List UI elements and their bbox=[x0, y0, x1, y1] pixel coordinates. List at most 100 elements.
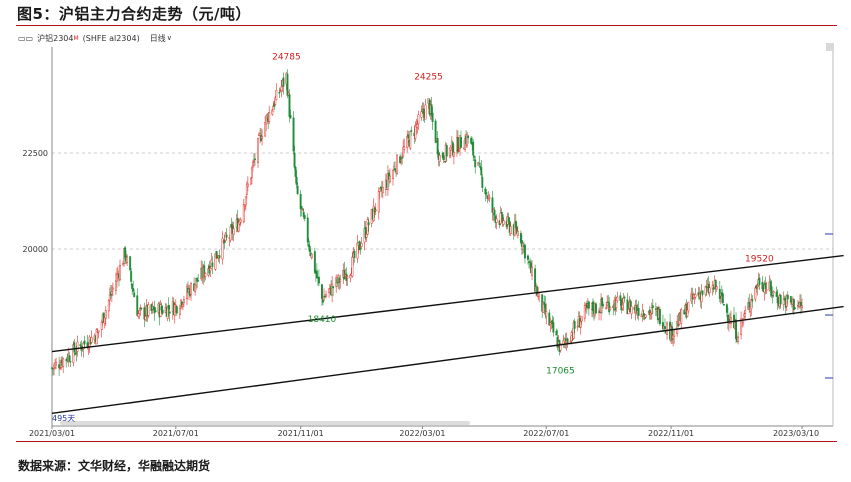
candle bbox=[265, 114, 268, 131]
candle-body bbox=[287, 93, 290, 96]
candle-body bbox=[569, 341, 572, 343]
candle-body bbox=[313, 251, 316, 273]
candle bbox=[249, 177, 252, 186]
candle-body bbox=[481, 177, 484, 188]
candle bbox=[173, 302, 176, 324]
candle-body bbox=[265, 115, 268, 125]
candle bbox=[744, 305, 747, 320]
candle-body bbox=[321, 284, 323, 299]
candle bbox=[545, 303, 548, 325]
data-source: 数据来源：文华财经，华融融达期货 bbox=[18, 459, 211, 473]
candle-body bbox=[401, 157, 404, 159]
candle-body bbox=[442, 155, 445, 160]
candle-body bbox=[168, 311, 171, 314]
candle bbox=[69, 355, 72, 367]
candle bbox=[472, 138, 475, 162]
candle bbox=[325, 290, 327, 298]
candle bbox=[605, 301, 608, 310]
candle-body bbox=[480, 167, 483, 176]
candle bbox=[323, 288, 325, 301]
candle bbox=[116, 267, 118, 288]
candle bbox=[608, 296, 611, 316]
candle-body bbox=[452, 151, 455, 157]
candle-body bbox=[671, 326, 674, 341]
candle bbox=[680, 307, 683, 330]
candle-body bbox=[237, 222, 240, 232]
candle-body bbox=[72, 344, 75, 363]
candle-body bbox=[295, 176, 298, 185]
candle bbox=[372, 198, 375, 222]
candle-body bbox=[570, 332, 573, 341]
candle-body bbox=[116, 274, 118, 282]
candle bbox=[758, 273, 761, 291]
candle bbox=[786, 291, 789, 305]
candle bbox=[331, 276, 334, 303]
candle-body bbox=[110, 291, 113, 295]
candle-body bbox=[161, 309, 164, 314]
candle-body bbox=[229, 226, 232, 241]
candle-body bbox=[478, 163, 481, 165]
candle-body bbox=[627, 309, 630, 315]
candlestick-icon[interactable]: ▭▭ bbox=[18, 33, 34, 43]
candle-body bbox=[551, 319, 554, 325]
candle bbox=[754, 286, 757, 302]
candle-body bbox=[147, 304, 150, 316]
candle bbox=[144, 313, 147, 322]
candle bbox=[237, 219, 240, 233]
symbol-label[interactable]: 沪铝2304 bbox=[37, 33, 74, 43]
candle bbox=[138, 308, 141, 320]
candle-body bbox=[725, 304, 728, 313]
candle-body bbox=[249, 177, 252, 185]
candle bbox=[580, 316, 583, 325]
candle-body bbox=[107, 299, 110, 312]
candle bbox=[697, 286, 700, 300]
candle-body bbox=[178, 308, 181, 315]
candle bbox=[552, 316, 555, 337]
candle bbox=[521, 242, 524, 255]
candle-body bbox=[644, 314, 647, 318]
candle-body bbox=[331, 283, 334, 296]
candle bbox=[335, 274, 338, 293]
candle bbox=[180, 300, 183, 309]
candle-body bbox=[726, 314, 729, 322]
scrollbar-thumb bbox=[60, 421, 470, 425]
candle-body bbox=[215, 250, 218, 259]
candle-body bbox=[658, 309, 661, 325]
candle-body bbox=[315, 270, 318, 279]
candle-body bbox=[69, 361, 72, 363]
candle bbox=[566, 337, 569, 348]
candle-body bbox=[302, 211, 305, 218]
candle bbox=[232, 221, 235, 241]
candle-body bbox=[769, 281, 772, 290]
candle bbox=[306, 213, 309, 247]
candle bbox=[431, 106, 434, 131]
candle bbox=[484, 186, 487, 202]
period-selector[interactable]: 日线 bbox=[149, 33, 166, 43]
candle bbox=[573, 318, 576, 334]
candle bbox=[190, 281, 192, 301]
candle-body bbox=[73, 342, 76, 353]
annotation-label: 24255 bbox=[414, 73, 443, 83]
candle-body bbox=[377, 191, 380, 213]
y-tick-label: 20000 bbox=[23, 245, 48, 254]
candle-body bbox=[174, 304, 177, 307]
candle bbox=[225, 228, 228, 241]
chart-frame bbox=[51, 43, 834, 429]
chevron-down-icon[interactable]: ∨ bbox=[166, 34, 172, 42]
candle-body bbox=[545, 311, 548, 317]
candle bbox=[598, 307, 600, 321]
candle-body bbox=[214, 253, 217, 270]
candle-body bbox=[748, 302, 751, 309]
candle-body bbox=[328, 288, 331, 293]
candle bbox=[493, 207, 496, 221]
candle-body bbox=[197, 280, 200, 282]
candle-body bbox=[68, 355, 71, 362]
candle bbox=[600, 293, 603, 321]
candle-body bbox=[721, 293, 724, 304]
candle bbox=[793, 307, 796, 310]
candle-body bbox=[705, 286, 708, 288]
candle bbox=[366, 216, 369, 236]
annotation-label: 18410 bbox=[308, 315, 337, 325]
candle-body bbox=[261, 136, 264, 140]
candle bbox=[295, 170, 298, 189]
